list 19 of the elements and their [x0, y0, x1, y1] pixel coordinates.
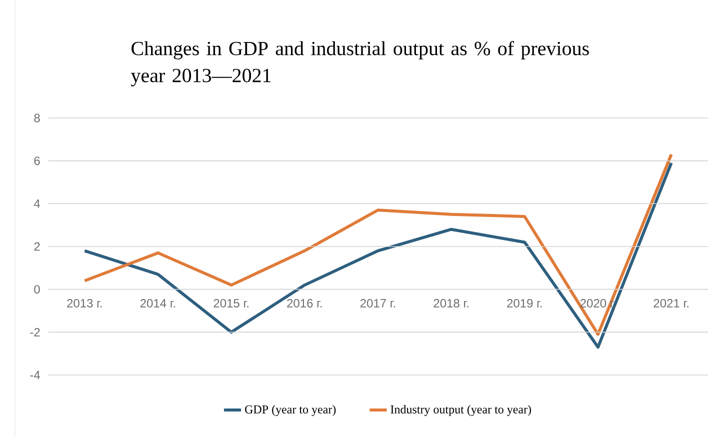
chart-title: Changes in GDP and industrial output as % of previous year 2013—2021 — [130, 40, 589, 86]
legend-label: GDP (year to year) — [245, 405, 336, 416]
x-tick-label: 2014 г. — [140, 299, 176, 308]
y-tick-label: 4 — [34, 200, 40, 208]
y-tick-label: -2 — [30, 328, 40, 336]
x-tick-label: 2021 г. — [654, 299, 688, 308]
y-tick-label: 8 — [34, 114, 40, 122]
x-tick-label: 2017 г. — [360, 299, 396, 308]
x-tick-label: 2019 г. — [507, 299, 542, 308]
x-tick-label: 2016 г. — [287, 299, 322, 308]
y-tick-label: 2 — [34, 242, 40, 251]
y-tick-label: -4 — [30, 370, 40, 380]
legend-label: Industry output (year to year) — [390, 405, 532, 416]
y-tick-label: 0 — [34, 285, 40, 294]
y-tick-label: 6 — [34, 156, 40, 166]
x-tick-label: 2018 г. — [434, 299, 468, 308]
x-tick-label: 2013 г. — [67, 299, 102, 308]
x-tick-label: 2020 г. — [580, 299, 616, 308]
x-tick-label: 2015 г. — [214, 299, 248, 308]
